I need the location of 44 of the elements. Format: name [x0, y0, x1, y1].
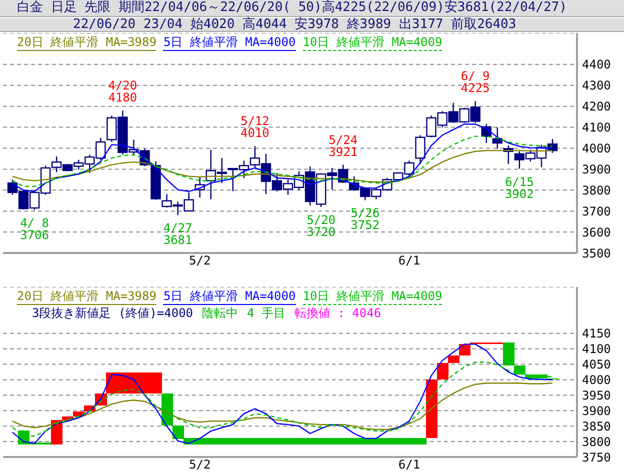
y-tick-label: 4100	[582, 120, 611, 135]
y-tick-label: 3800	[582, 183, 611, 198]
annotation: 6/15 3902	[504, 174, 534, 201]
y-tick-label: 3800	[582, 434, 611, 449]
text: 5日 終値平滑 MA=4000	[163, 289, 296, 305]
annotation: 4/27 3681	[163, 221, 192, 248]
y-tick-label: 4100	[582, 342, 611, 356]
text: 20日 終値平滑 MA=3989	[17, 289, 156, 305]
annotation: 4 手目	[247, 306, 286, 320]
y-tick-label: 3700	[582, 204, 611, 218]
y-tick-label: 3750	[582, 450, 611, 464]
y-tick-label: 4050	[582, 358, 611, 372]
x-tick-label: 5/2	[189, 254, 211, 268]
y-tick-label: 3500	[582, 246, 611, 260]
annotation: 4/ 8 3706	[20, 216, 49, 242]
y-tick-label: 3900	[582, 404, 611, 418]
annotation: 転換値 : 4046	[294, 306, 382, 320]
y-tick-label: 4400	[582, 58, 611, 72]
x-tick-label: 6/1	[398, 254, 420, 268]
text: 5日 終値平滑 MA=4000	[163, 35, 296, 51]
y-tick-label: 4150	[582, 326, 611, 341]
annotation: 5/24 3921	[328, 132, 358, 159]
y-tick-label: 3850	[582, 419, 611, 434]
text: 10日 終値平滑 MA=4009	[302, 35, 442, 51]
text: 20日 終値平滑 MA=3989	[17, 35, 156, 51]
y-tick-label: 3900	[582, 162, 611, 176]
x-tick-label: 6/1	[398, 458, 420, 472]
y-tick-label: 4000	[582, 372, 611, 387]
annotation: 5/20 3720	[306, 212, 336, 239]
y-tick-label: 3600	[582, 225, 611, 240]
chart-subtitle: 22/06/20 23/04 始4020 高4044 安3978 終3989 出3177 前取26403	[0, 17, 624, 32]
y-tick-label: 4000	[582, 142, 611, 156]
text: 10日 終値平滑 MA=4009	[302, 289, 442, 305]
annotation: 6/ 9 4225	[460, 69, 490, 96]
annotation: 5/12 4010	[240, 114, 270, 140]
annotation: 4/20 4180	[108, 78, 138, 105]
y-tick-label: 4300	[582, 78, 611, 93]
annotation: 3段抜き新値足 (終値)=4000	[32, 306, 194, 320]
x-tick-label: 5/2	[189, 458, 211, 472]
y-tick-label: 4200	[582, 100, 611, 114]
y-tick-label: 3950	[582, 388, 611, 402]
annotation: 5/26 3752	[350, 206, 380, 232]
annotation: 陰転中	[202, 306, 238, 320]
chart-title: 白金 日足 先限 期間22/04/06～22/06/20( 50)高4225(22/06/09)安3681(22/04/27)	[0, 0, 624, 17]
